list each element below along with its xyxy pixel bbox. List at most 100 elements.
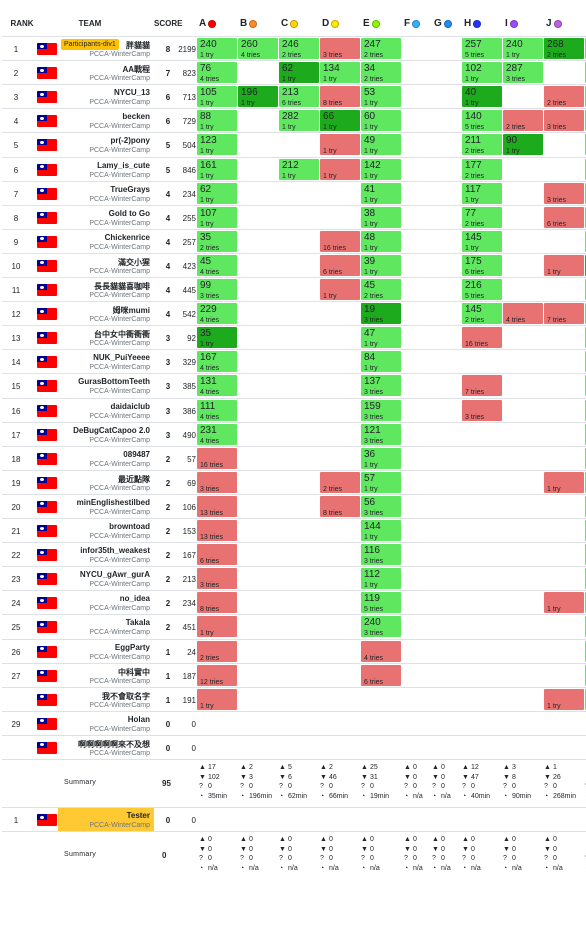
problem-cell-e[interactable]: 121 3 tries: [361, 423, 401, 445]
team-name[interactable]: 胖貓貓: [126, 41, 150, 50]
team-name[interactable]: TrueGrays: [110, 184, 150, 194]
team-name[interactable]: infor35th_weakest: [80, 546, 150, 556]
team-row[interactable]: 25 Takala PCCA-WinterCamp 2 451 1 try 240 3 tr…: [2, 614, 586, 638]
problem-cell-j[interactable]: 3 tries: [544, 182, 584, 204]
team-row[interactable]: 24 no_idea PCCA-WinterCamp 2 234 8 tries 119 5…: [2, 590, 586, 614]
problem-cell-a[interactable]: 62 1 try: [197, 182, 237, 204]
team-row[interactable]: 10 滿交小猩 PCCA-WinterCamp 4 423 45 4 tries 6 tri…: [2, 252, 586, 277]
problem-cell-a[interactable]: 13 tries: [197, 520, 237, 542]
team-row[interactable]: 6 Lamy_is_cute PCCA-WinterCamp 5 846 161 1 try…: [2, 156, 586, 181]
problem-cell-a[interactable]: 35 2 tries: [197, 230, 237, 252]
problem-cell-e[interactable]: 47 1 try: [361, 327, 401, 349]
team-name[interactable]: 中科實中: [118, 667, 150, 677]
problem-cell-a[interactable]: 229 4 tries: [197, 303, 237, 325]
problem-cell-e[interactable]: 84 1 try: [361, 351, 401, 373]
problem-cell-h[interactable]: 40 1 try: [462, 86, 502, 108]
problem-cell-e[interactable]: 38 1 try: [361, 206, 401, 228]
team-name[interactable]: DeBugCatCapoo 2.0: [73, 425, 150, 435]
problem-cell-c[interactable]: 62 1 try: [279, 62, 319, 84]
problem-cell-a[interactable]: 45 4 tries: [197, 254, 237, 276]
problem-cell-h[interactable]: 177 2 tries: [462, 158, 502, 180]
problem-cell-h[interactable]: 257 5 tries: [462, 38, 502, 60]
team-name[interactable]: Chickenrice: [104, 232, 150, 242]
problem-cell-a[interactable]: 13 tries: [197, 495, 237, 517]
problem-cell-e[interactable]: 39 1 try: [361, 254, 401, 276]
team-name[interactable]: minEnglishestilbed: [76, 497, 150, 507]
team-row[interactable]: 20 minEnglishestilbed PCCA-WinterCamp 2 106 …: [2, 493, 586, 518]
team-name[interactable]: EggParty: [114, 642, 150, 652]
problem-cell-d[interactable]: 134 1 try: [320, 62, 360, 84]
problem-cell-a[interactable]: 99 3 tries: [197, 279, 237, 301]
team-name[interactable]: AA戰程: [122, 65, 150, 75]
problem-cell-j[interactable]: 3 tries: [544, 110, 584, 132]
problem-cell-a[interactable]: 76 4 tries: [197, 62, 237, 84]
team-row[interactable]: 7 TrueGrays PCCA-WinterCamp 4 234 62 1 try 41 1 …: [2, 180, 586, 205]
problem-cell-i[interactable]: 90 1 try: [503, 134, 543, 156]
problem-cell-d[interactable]: 3 tries: [320, 38, 360, 60]
problem-cell-d[interactable]: 2 tries: [320, 471, 360, 493]
problem-cell-d[interactable]: 1 try: [320, 134, 360, 156]
problem-cell-e[interactable]: 48 1 try: [361, 230, 401, 252]
team-row[interactable]: 18 089487 PCCA-WinterCamp 2 57 16 tries 36 1 t…: [2, 445, 586, 470]
team-name[interactable]: GurasBottomTeeth: [78, 377, 150, 387]
team-row[interactable]: 26 EggParty PCCA-WinterCamp 1 24 2 tries 4 t…: [2, 638, 586, 663]
problem-cell-e[interactable]: 4 tries: [361, 640, 401, 662]
problem-cell-c[interactable]: 246 2 tries: [279, 38, 319, 60]
problem-cell-b[interactable]: 260 4 tries: [238, 38, 278, 60]
problem-cell-a[interactable]: 6 tries: [197, 544, 237, 566]
problem-cell-a[interactable]: 2 tries: [197, 640, 237, 662]
team-name[interactable]: Tester: [126, 811, 150, 820]
problem-cell-h[interactable]: 216 5 tries: [462, 279, 502, 301]
problem-cell-a[interactable]: 105 1 try: [197, 86, 237, 108]
team-row[interactable]: 17 DeBugCatCapoo 2.0 PCCA-WinterCamp 3 490 23…: [2, 421, 586, 446]
problem-cell-a[interactable]: 131 4 tries: [197, 375, 237, 397]
problem-cell-e[interactable]: 45 2 tries: [361, 279, 401, 301]
problem-cell-i[interactable]: 287 3 tries: [503, 62, 543, 84]
problem-cell-j[interactable]: 268 2 tries: [544, 38, 584, 60]
problem-cell-a[interactable]: 35 1 try: [197, 327, 237, 349]
problem-cell-e[interactable]: 142 1 try: [361, 158, 401, 180]
problem-cell-e[interactable]: 159 3 tries: [361, 399, 401, 421]
problem-cell-e[interactable]: 56 3 tries: [361, 495, 401, 517]
problem-cell-e[interactable]: 53 1 try: [361, 86, 401, 108]
problem-cell-h[interactable]: 117 1 try: [462, 182, 502, 204]
team-row[interactable]: 23 NYCU_gAwr_gurA PCCA-WinterCamp 2 213 3 tr…: [2, 566, 586, 590]
team-row[interactable]: 2 AA戰程 PCCA-WinterCamp 7 823 76 4 tries 62 1 try…: [2, 60, 586, 84]
problem-cell-e[interactable]: 247 2 tries: [361, 38, 401, 60]
team-name[interactable]: 長長貓貓喜咖啡: [94, 282, 150, 291]
team-name[interactable]: 啊啊啊啊啊來不及想: [78, 739, 150, 749]
problem-cell-e[interactable]: 240 3 tries: [361, 616, 401, 638]
problem-header-e[interactable]: E: [361, 12, 396, 36]
problem-header-j[interactable]: J: [544, 12, 579, 36]
problem-cell-h[interactable]: 3 tries: [462, 399, 502, 421]
team-name[interactable]: Holan: [127, 714, 150, 724]
problem-cell-h[interactable]: 102 1 try: [462, 62, 502, 84]
team-name[interactable]: NYCU_gAwr_gurA: [79, 570, 150, 580]
problem-cell-a[interactable]: 12 tries: [197, 664, 237, 686]
problem-cell-e[interactable]: 41 1 try: [361, 182, 401, 204]
problem-cell-j[interactable]: 2 tries: [544, 86, 584, 108]
team-row[interactable]: 4 becken PCCA-WinterCamp 6 729 88 1 try 282 1 tr…: [2, 108, 586, 132]
team-name[interactable]: 我不會取名字: [102, 691, 150, 701]
problem-header-b[interactable]: B: [238, 12, 273, 36]
problem-header-a[interactable]: A: [197, 12, 232, 36]
problem-cell-e[interactable]: 112 1 try: [361, 568, 401, 590]
team-row[interactable]: 19 最近點隊 PCCA-WinterCamp 2 69 3 tries 2 tries…: [2, 469, 586, 494]
problem-cell-j[interactable]: 7 tries: [544, 303, 584, 325]
team-name[interactable]: daidaiclub: [110, 401, 150, 411]
problem-cell-e[interactable]: 34 2 tries: [361, 62, 401, 84]
problem-cell-e[interactable]: 119 5 tries: [361, 592, 401, 614]
problem-cell-h[interactable]: 16 tries: [462, 327, 502, 349]
problem-cell-h[interactable]: 211 2 tries: [462, 134, 502, 156]
problem-cell-d[interactable]: 8 tries: [320, 495, 360, 517]
team-name[interactable]: NUK_PuiYeeee: [93, 353, 150, 363]
problem-cell-h[interactable]: 140 5 tries: [462, 110, 502, 132]
team-row[interactable]: 3 NYCU_13 PCCA-WinterCamp 6 713 105 1 try 196 1 …: [2, 84, 586, 108]
team-row[interactable]: 啊啊啊啊啊來不及想 PCCA-WinterCamp 0 0: [2, 734, 586, 759]
team-name[interactable]: 台中女中衝衝衝: [94, 330, 150, 340]
team-row[interactable]: 22 infor35th_weakest PCCA-WinterCamp 2 167 6…: [2, 542, 586, 566]
problem-cell-a[interactable]: 8 tries: [197, 592, 237, 614]
team-row[interactable]: 14 NUK_PuiYeeee PCCA-WinterCamp 3 329 167 4 tr…: [2, 349, 586, 373]
problem-cell-a[interactable]: 88 1 try: [197, 110, 237, 132]
